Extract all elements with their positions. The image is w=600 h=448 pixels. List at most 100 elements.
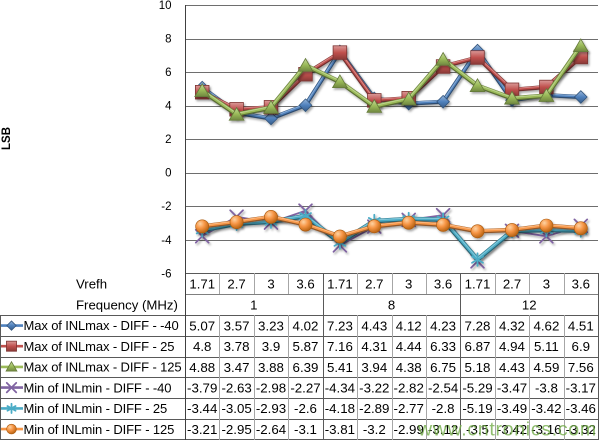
svg-text:4.12: 4.12 <box>396 318 422 333</box>
svg-text:10: 10 <box>159 0 172 12</box>
svg-text:-5.19: -5.19 <box>462 401 492 416</box>
svg-text:7.56: 7.56 <box>568 360 594 375</box>
svg-text:-2.64: -2.64 <box>256 422 286 437</box>
svg-text:-2.8: -2.8 <box>432 401 455 416</box>
svg-text:-3.16: -3.16 <box>531 422 561 437</box>
svg-text:4.23: 4.23 <box>430 318 456 333</box>
svg-text:3.47: 3.47 <box>224 360 250 375</box>
svg-text:6.75: 6.75 <box>430 360 456 375</box>
svg-text:3.6: 3.6 <box>296 276 314 291</box>
svg-text:3: 3 <box>267 276 274 291</box>
svg-text:3.6: 3.6 <box>434 276 452 291</box>
svg-text:3.23: 3.23 <box>258 318 284 333</box>
svg-text:1: 1 <box>250 297 257 312</box>
svg-text:4.31: 4.31 <box>361 339 387 354</box>
svg-text:-2.6: -2.6 <box>294 401 317 416</box>
svg-text:-2.27: -2.27 <box>290 380 320 395</box>
svg-text:5.87: 5.87 <box>293 339 319 354</box>
svg-text:4.43: 4.43 <box>361 318 387 333</box>
svg-text:Min of INLmin - DIFF - 25: Min of INLmin - DIFF - 25 <box>24 401 168 416</box>
svg-text:3: 3 <box>543 276 550 291</box>
svg-text:7.16: 7.16 <box>327 339 353 354</box>
svg-text:-3.79: -3.79 <box>187 380 217 395</box>
svg-text:-3.47: -3.47 <box>497 380 527 395</box>
svg-text:1.71: 1.71 <box>465 276 491 291</box>
svg-text:3.57: 3.57 <box>224 318 250 333</box>
svg-text:4.44: 4.44 <box>396 339 422 354</box>
svg-text:-3.5: -3.5 <box>466 422 489 437</box>
svg-text:7.23: 7.23 <box>327 318 353 333</box>
svg-text:Max of INLmax - DIFF - 25: Max of INLmax - DIFF - 25 <box>24 339 175 354</box>
svg-text:12: 12 <box>522 297 537 312</box>
svg-text:-2.95: -2.95 <box>221 422 251 437</box>
svg-text:5.18: 5.18 <box>465 360 491 375</box>
svg-text:3.94: 3.94 <box>361 360 387 375</box>
svg-text:1.71: 1.71 <box>327 276 353 291</box>
svg-text:4.51: 4.51 <box>568 318 594 333</box>
svg-text:4.88: 4.88 <box>189 360 215 375</box>
svg-text:-3.81: -3.81 <box>325 422 355 437</box>
svg-text:5.11: 5.11 <box>534 339 559 354</box>
svg-text:3: 3 <box>405 276 412 291</box>
svg-text:-2.89: -2.89 <box>359 401 389 416</box>
svg-text:3.6: 3.6 <box>572 276 590 291</box>
svg-text:-3.49: -3.49 <box>497 401 527 416</box>
svg-text:3.78: 3.78 <box>224 339 250 354</box>
svg-text:-5.29: -5.29 <box>462 380 492 395</box>
svg-text:6.33: 6.33 <box>430 339 456 354</box>
svg-text:-3.2: -3.2 <box>363 422 386 437</box>
svg-text:-3.1: -3.1 <box>294 422 317 437</box>
svg-text:-3.21: -3.21 <box>187 422 217 437</box>
svg-text:4.94: 4.94 <box>499 339 525 354</box>
svg-text:-2.93: -2.93 <box>256 401 286 416</box>
svg-text:-2: -2 <box>161 201 171 213</box>
svg-text:-4.18: -4.18 <box>325 401 355 416</box>
svg-text:5.07: 5.07 <box>189 318 215 333</box>
svg-text:6: 6 <box>165 67 171 79</box>
svg-text:4.32: 4.32 <box>499 318 525 333</box>
svg-text:-3.42: -3.42 <box>531 401 561 416</box>
svg-text:-2.99: -2.99 <box>394 422 424 437</box>
svg-text:Vrefh: Vrefh <box>76 276 107 291</box>
svg-text:2.7: 2.7 <box>365 276 383 291</box>
svg-text:Min of INLmin - DIFF - 125: Min of INLmin - DIFF - 125 <box>24 422 175 437</box>
svg-text:Min of INLmin - DIFF - -40: Min of INLmin - DIFF - -40 <box>24 380 172 395</box>
svg-text:Max of INLmax - DIFF - 125: Max of INLmax - DIFF - 125 <box>24 360 182 375</box>
svg-text:Max of INLmax - DIFF - -40: Max of INLmax - DIFF - -40 <box>24 318 179 333</box>
svg-text:6.39: 6.39 <box>293 360 319 375</box>
svg-text:-2.63: -2.63 <box>221 380 251 395</box>
svg-text:-4: -4 <box>161 235 172 247</box>
svg-text:1.71: 1.71 <box>189 276 215 291</box>
svg-text:-6: -6 <box>161 268 171 280</box>
svg-text:4.38: 4.38 <box>396 360 422 375</box>
svg-text:4.62: 4.62 <box>533 318 559 333</box>
svg-text:4: 4 <box>165 101 172 113</box>
svg-text:-2.77: -2.77 <box>394 401 424 416</box>
svg-text:5.41: 5.41 <box>327 360 353 375</box>
svg-text:-4.34: -4.34 <box>325 380 355 395</box>
svg-text:4.43: 4.43 <box>499 360 525 375</box>
svg-text:www.cntronics.com: www.cntronics.com <box>417 419 597 441</box>
svg-text:-3.32: -3.32 <box>566 422 596 437</box>
svg-text:2.7: 2.7 <box>227 276 245 291</box>
svg-text:4.02: 4.02 <box>293 318 319 333</box>
svg-text:-2.82: -2.82 <box>394 380 424 395</box>
svg-text:-2.54: -2.54 <box>428 380 458 395</box>
svg-text:3.88: 3.88 <box>258 360 284 375</box>
svg-text:3.9: 3.9 <box>262 339 281 354</box>
svg-text:2.7: 2.7 <box>503 276 521 291</box>
svg-text:6.87: 6.87 <box>465 339 491 354</box>
svg-text:4.59: 4.59 <box>533 360 559 375</box>
svg-text:8: 8 <box>165 34 171 46</box>
svg-text:-3.8: -3.8 <box>535 380 558 395</box>
svg-text:Frequency (MHz): Frequency (MHz) <box>76 297 178 312</box>
svg-text:-3.17: -3.17 <box>566 380 596 395</box>
svg-text:8: 8 <box>388 297 395 312</box>
svg-text:0: 0 <box>165 168 171 180</box>
svg-text:-3.42: -3.42 <box>497 422 527 437</box>
svg-text:LSB: LSB <box>1 127 13 150</box>
svg-text:-3.44: -3.44 <box>187 401 217 416</box>
svg-text:-3.05: -3.05 <box>221 401 251 416</box>
svg-text:-3.22: -3.22 <box>359 380 389 395</box>
svg-text:2: 2 <box>165 134 171 146</box>
